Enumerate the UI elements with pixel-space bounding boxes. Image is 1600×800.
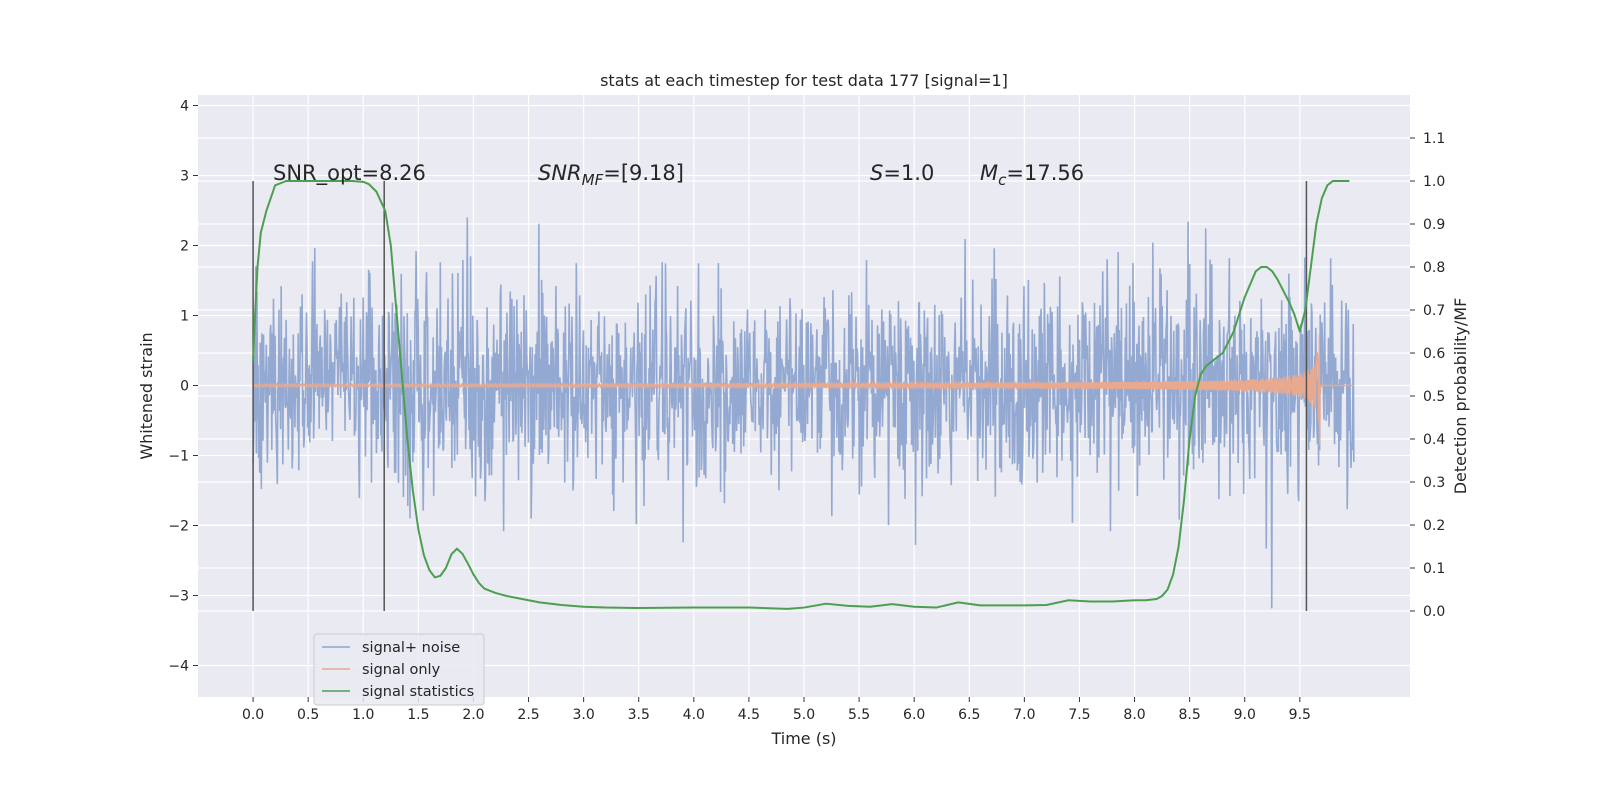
s-base: S — [870, 161, 883, 185]
mc-sub: c — [998, 171, 1007, 189]
y-right-tick-label-9: 0.9 — [1423, 217, 1445, 233]
y-axis-right-label: Detection probability/MF — [1451, 298, 1470, 495]
annotation-snr-mf: SNRMF=[9.18] — [538, 161, 684, 189]
snr-mf-sub: MF — [582, 171, 604, 189]
legend-label-signal-statistics: signal statistics — [362, 684, 474, 700]
x-tick-label-2: 1.0 — [352, 707, 374, 723]
mc-value: =17.56 — [1006, 161, 1084, 185]
signal-statistics-line — [252, 180, 1350, 610]
x-tick-label-16: 8.0 — [1123, 707, 1145, 723]
x-tick-label-14: 7.0 — [1013, 707, 1035, 723]
y-left-tick-label-1: −3 — [168, 589, 189, 605]
y-left-tick-label-2: −2 — [168, 519, 189, 535]
snr-mf-base: SNR — [538, 161, 582, 185]
y-right-tick-label-3: 0.3 — [1423, 475, 1445, 491]
y-left-tick-label-4: 0 — [180, 379, 189, 395]
mc-base: M — [980, 161, 998, 185]
y-left-tick-label-7: 3 — [180, 169, 189, 185]
annotation-mc: Mc=17.56 — [980, 161, 1084, 189]
s-value: =1.0 — [883, 161, 934, 185]
x-tick-label-15: 7.5 — [1068, 707, 1090, 723]
x-tick-label-9: 4.5 — [738, 707, 760, 723]
annotations: SNR_opt=8.26 SNRMF=[9.18] S=1.0 Mc=17.56 — [273, 161, 1084, 189]
signal-noise-series — [252, 217, 1355, 609]
legend: signal+ noise signal only signal statist… — [313, 633, 485, 706]
x-tick-label-5: 2.5 — [517, 707, 539, 723]
vertical-markers — [252, 181, 1308, 611]
x-tick-label-17: 8.5 — [1179, 707, 1201, 723]
x-tick-label-0: 0.0 — [242, 707, 264, 723]
legend-label-signal-noise: signal+ noise — [362, 640, 460, 656]
x-tick-label-11: 5.5 — [848, 707, 870, 723]
axis-ticks: 0.0 0.5 1.0 1.5 2.0 2.5 3.0 3.5 4.0 4.5 5.0 5.5 6.0 6… — [168, 99, 1445, 724]
annotation-snr-opt: SNR_opt=8.26 — [273, 161, 426, 186]
x-tick-label-13: 6.5 — [958, 707, 980, 723]
y-right-tick-label-10: 1.0 — [1423, 174, 1445, 190]
x-tick-label-1: 0.5 — [297, 707, 319, 723]
x-tick-label-10: 5.0 — [793, 707, 815, 723]
x-tick-label-8: 4.0 — [683, 707, 705, 723]
legend-label-signal-only: signal only — [362, 662, 441, 678]
x-tick-label-3: 1.5 — [407, 707, 429, 723]
y-left-tick-label-6: 2 — [180, 239, 189, 255]
y-right-tick-label-4: 0.4 — [1423, 432, 1445, 448]
chart-title: stats at each timestep for test data 177… — [600, 71, 1008, 90]
signal-noise-line — [252, 217, 1355, 609]
y-left-tick-label-0: −4 — [168, 659, 189, 675]
snr-mf-value: =[9.18] — [603, 161, 684, 185]
x-tick-label-6: 3.0 — [573, 707, 595, 723]
y-right-tick-label-0: 0.0 — [1423, 604, 1445, 620]
y-left-tick-label-8: 4 — [180, 99, 189, 115]
signal-only-series — [252, 334, 1354, 446]
y-right-tick-label-6: 0.6 — [1423, 346, 1445, 362]
y-right-tick-label-1: 0.1 — [1423, 561, 1445, 577]
y-right-tick-label-5: 0.5 — [1423, 389, 1445, 405]
x-tick-label-18: 9.0 — [1234, 707, 1256, 723]
y-right-tick-label-7: 0.7 — [1423, 303, 1445, 319]
y-left-tick-label-5: 1 — [180, 309, 189, 325]
signal-only-line — [252, 334, 1354, 446]
y-right-tick-label-2: 0.2 — [1423, 518, 1445, 534]
legend-box — [313, 633, 485, 706]
y-right-tick-label-8: 0.8 — [1423, 260, 1445, 276]
x-tick-label-7: 3.5 — [628, 707, 650, 723]
signal-statistics-series — [252, 180, 1350, 610]
y-right-tick-label-11: 1.1 — [1423, 131, 1445, 147]
x-axis-label: Time (s) — [770, 729, 836, 748]
annotation-s: S=1.0 — [870, 161, 934, 185]
y-axis-left-label: Whitened strain — [137, 332, 156, 459]
x-tick-label-12: 6.0 — [903, 707, 925, 723]
y-left-tick-label-3: −1 — [168, 449, 189, 465]
x-tick-label-4: 2.0 — [462, 707, 484, 723]
x-tick-label-19: 9.5 — [1289, 707, 1311, 723]
